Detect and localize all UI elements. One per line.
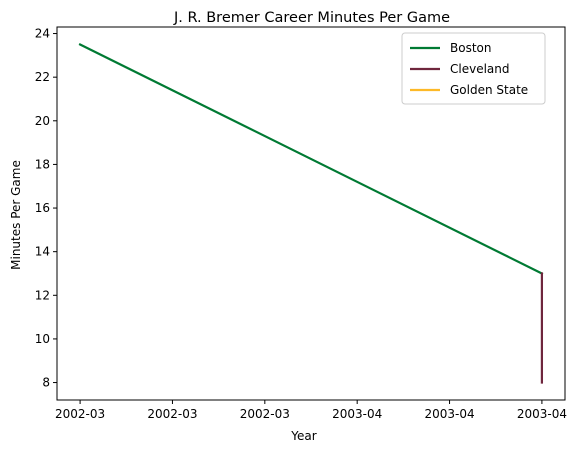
legend-label-cleveland: Cleveland: [450, 62, 510, 76]
chart-title: J. R. Bremer Career Minutes Per Game: [173, 10, 450, 26]
y-tick-label: 20: [35, 114, 50, 128]
y-tick-label: 10: [35, 332, 50, 346]
plot-frame: [56, 26, 566, 401]
legend: Boston Cleveland Golden State: [401, 32, 546, 105]
legend-label-golden-state: Golden State: [450, 83, 528, 97]
legend-label-boston: Boston: [450, 41, 491, 55]
x-tick-label: 2002-03: [55, 407, 105, 421]
x-axis-ticks: 2002-03 2002-03 2002-03 2003-04 2003-04 2003-…: [55, 400, 567, 421]
series-line-boston: [78, 42, 544, 275]
y-tick-label: 14: [35, 245, 50, 259]
x-tick-label: 2003-04: [332, 407, 382, 421]
legend-box: [401, 32, 546, 105]
x-axis-label: Year: [290, 429, 316, 443]
x-tick-label: 2002-03: [147, 407, 197, 421]
x-tick-label: 2002-03: [240, 407, 290, 421]
x-tick-label: 2003-04: [517, 407, 567, 421]
y-tick-label: 16: [35, 201, 50, 215]
x-tick-label: 2003-04: [424, 407, 474, 421]
y-tick-label: 18: [35, 157, 50, 171]
y-tick-label: 22: [35, 70, 50, 84]
series-lines: [78, 42, 544, 384]
y-tick-label: 8: [42, 376, 50, 390]
y-axis-label: Minutes Per Game: [9, 160, 23, 270]
y-axis-ticks: 8 10 12 14 16 18 20 22 24: [35, 27, 57, 390]
y-tick-label: 12: [35, 288, 50, 302]
y-tick-label: 24: [35, 27, 50, 41]
